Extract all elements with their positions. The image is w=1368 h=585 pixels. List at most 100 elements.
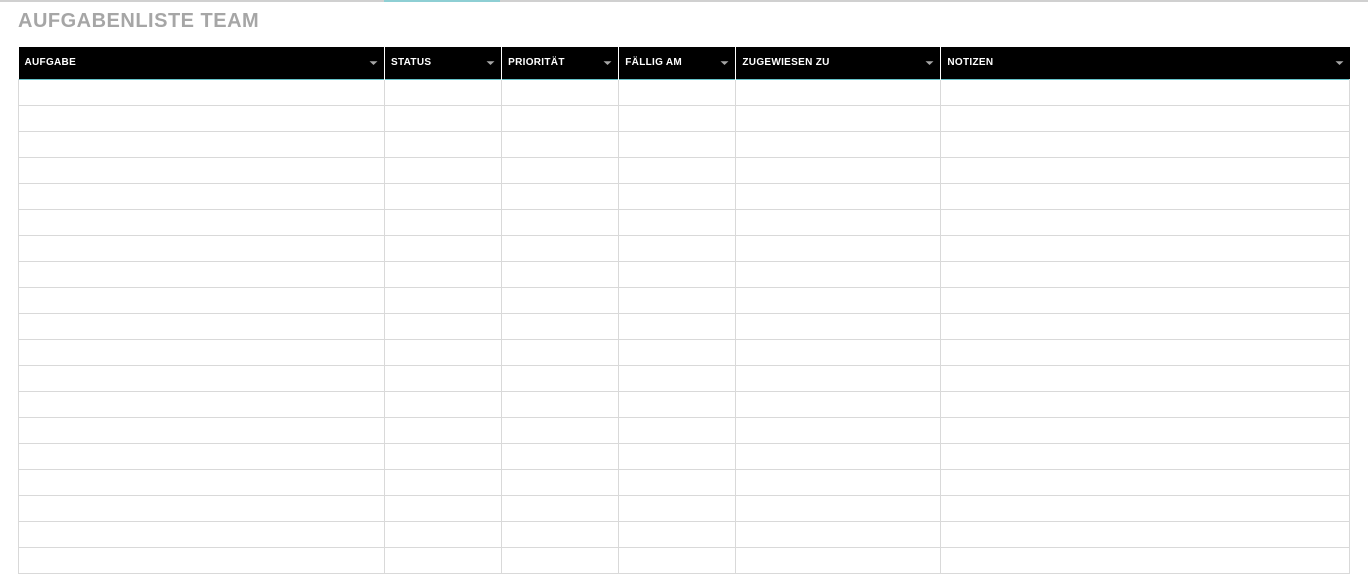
table-cell[interactable] xyxy=(19,365,385,391)
table-cell[interactable] xyxy=(619,209,736,235)
table-cell[interactable] xyxy=(502,443,619,469)
table-cell[interactable] xyxy=(19,105,385,131)
table-cell[interactable] xyxy=(385,547,502,573)
table-cell[interactable] xyxy=(736,131,941,157)
table-cell[interactable] xyxy=(385,157,502,183)
table-cell[interactable] xyxy=(502,495,619,521)
table-cell[interactable] xyxy=(941,261,1350,287)
table-cell[interactable] xyxy=(385,235,502,261)
table-cell[interactable] xyxy=(619,157,736,183)
table-cell[interactable] xyxy=(502,287,619,313)
filter-dropdown-icon[interactable] xyxy=(720,58,729,67)
table-cell[interactable] xyxy=(736,547,941,573)
table-cell[interactable] xyxy=(736,235,941,261)
table-cell[interactable] xyxy=(619,339,736,365)
table-cell[interactable] xyxy=(502,235,619,261)
table-cell[interactable] xyxy=(619,105,736,131)
table-cell[interactable] xyxy=(736,495,941,521)
table-cell[interactable] xyxy=(941,235,1350,261)
table-cell[interactable] xyxy=(19,287,385,313)
table-cell[interactable] xyxy=(941,391,1350,417)
table-cell[interactable] xyxy=(385,469,502,495)
table-cell[interactable] xyxy=(19,79,385,105)
table-cell[interactable] xyxy=(19,547,385,573)
table-cell[interactable] xyxy=(619,495,736,521)
table-cell[interactable] xyxy=(736,521,941,547)
table-cell[interactable] xyxy=(502,417,619,443)
table-cell[interactable] xyxy=(19,261,385,287)
table-cell[interactable] xyxy=(502,339,619,365)
table-cell[interactable] xyxy=(619,547,736,573)
filter-dropdown-icon[interactable] xyxy=(925,58,934,67)
table-cell[interactable] xyxy=(502,157,619,183)
table-cell[interactable] xyxy=(941,183,1350,209)
table-cell[interactable] xyxy=(502,547,619,573)
table-cell[interactable] xyxy=(385,443,502,469)
table-cell[interactable] xyxy=(19,391,385,417)
filter-dropdown-icon[interactable] xyxy=(486,58,495,67)
table-cell[interactable] xyxy=(619,417,736,443)
col-header-faellig-am[interactable]: FÄLLIG AM xyxy=(619,47,736,79)
table-cell[interactable] xyxy=(502,131,619,157)
table-cell[interactable] xyxy=(385,261,502,287)
table-cell[interactable] xyxy=(619,131,736,157)
table-cell[interactable] xyxy=(941,521,1350,547)
col-header-prioritaet[interactable]: PRIORITÄT xyxy=(502,47,619,79)
table-cell[interactable] xyxy=(19,157,385,183)
table-cell[interactable] xyxy=(619,79,736,105)
table-cell[interactable] xyxy=(619,183,736,209)
table-cell[interactable] xyxy=(941,105,1350,131)
table-cell[interactable] xyxy=(736,365,941,391)
table-cell[interactable] xyxy=(385,495,502,521)
table-cell[interactable] xyxy=(736,417,941,443)
col-header-zugewiesen-zu[interactable]: ZUGEWIESEN ZU xyxy=(736,47,941,79)
table-cell[interactable] xyxy=(502,469,619,495)
table-cell[interactable] xyxy=(736,209,941,235)
table-cell[interactable] xyxy=(385,391,502,417)
table-cell[interactable] xyxy=(736,313,941,339)
table-cell[interactable] xyxy=(941,157,1350,183)
table-cell[interactable] xyxy=(619,287,736,313)
table-cell[interactable] xyxy=(385,131,502,157)
table-cell[interactable] xyxy=(736,105,941,131)
table-cell[interactable] xyxy=(385,313,502,339)
table-cell[interactable] xyxy=(736,157,941,183)
col-header-notizen[interactable]: NOTIZEN xyxy=(941,47,1350,79)
table-cell[interactable] xyxy=(619,235,736,261)
col-header-status[interactable]: STATUS xyxy=(385,47,502,79)
filter-dropdown-icon[interactable] xyxy=(1335,58,1344,67)
table-cell[interactable] xyxy=(619,391,736,417)
table-cell[interactable] xyxy=(19,521,385,547)
table-cell[interactable] xyxy=(619,313,736,339)
table-cell[interactable] xyxy=(941,313,1350,339)
filter-dropdown-icon[interactable] xyxy=(603,58,612,67)
table-cell[interactable] xyxy=(385,339,502,365)
table-cell[interactable] xyxy=(736,261,941,287)
table-cell[interactable] xyxy=(19,339,385,365)
table-cell[interactable] xyxy=(502,79,619,105)
table-cell[interactable] xyxy=(502,105,619,131)
table-cell[interactable] xyxy=(502,391,619,417)
table-cell[interactable] xyxy=(19,443,385,469)
table-cell[interactable] xyxy=(736,391,941,417)
table-cell[interactable] xyxy=(502,365,619,391)
table-cell[interactable] xyxy=(736,339,941,365)
table-cell[interactable] xyxy=(19,469,385,495)
table-cell[interactable] xyxy=(502,521,619,547)
table-cell[interactable] xyxy=(619,469,736,495)
table-cell[interactable] xyxy=(385,365,502,391)
table-cell[interactable] xyxy=(385,183,502,209)
table-cell[interactable] xyxy=(19,183,385,209)
table-cell[interactable] xyxy=(502,209,619,235)
table-cell[interactable] xyxy=(736,469,941,495)
table-cell[interactable] xyxy=(941,547,1350,573)
table-cell[interactable] xyxy=(619,443,736,469)
table-cell[interactable] xyxy=(19,209,385,235)
table-cell[interactable] xyxy=(385,79,502,105)
table-cell[interactable] xyxy=(19,313,385,339)
table-cell[interactable] xyxy=(619,365,736,391)
table-cell[interactable] xyxy=(385,287,502,313)
table-cell[interactable] xyxy=(941,495,1350,521)
table-cell[interactable] xyxy=(941,469,1350,495)
table-cell[interactable] xyxy=(385,521,502,547)
